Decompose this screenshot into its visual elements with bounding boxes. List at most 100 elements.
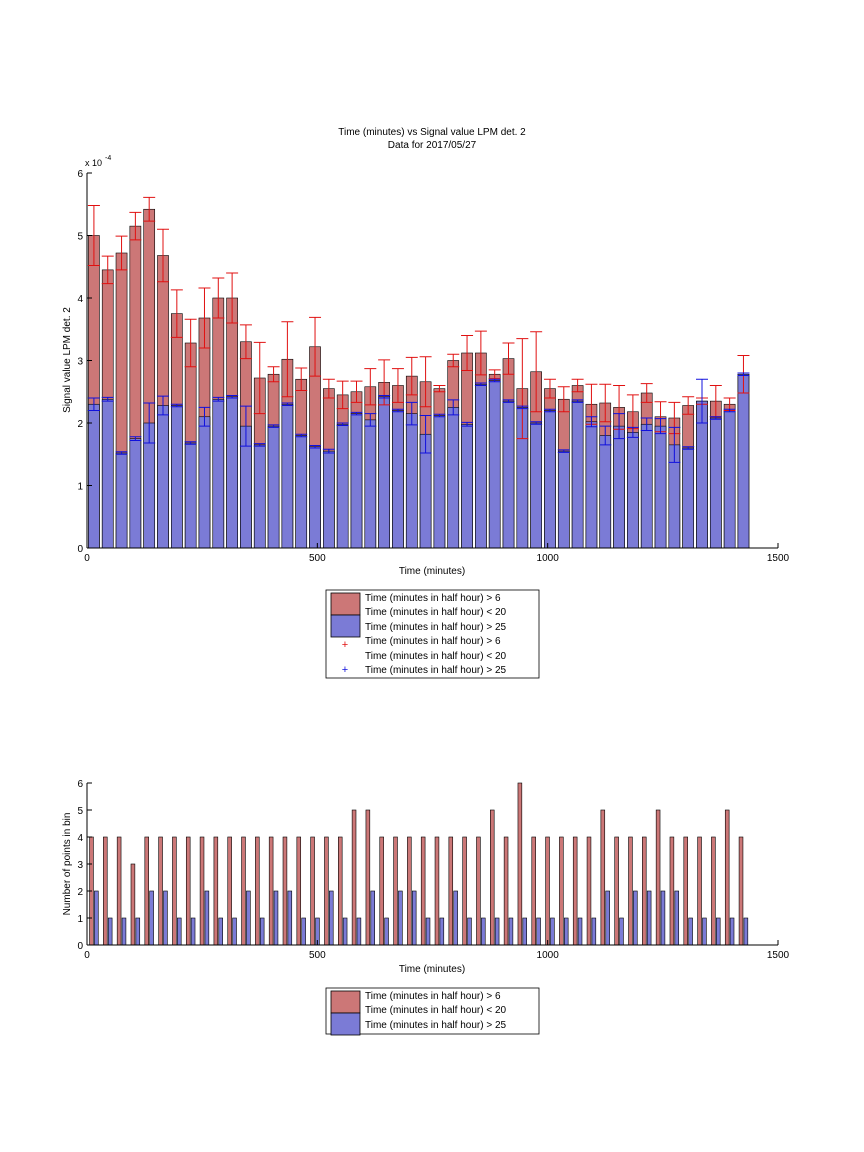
- signal-bar-blue: [378, 396, 390, 549]
- signal-bar-blue: [364, 419, 377, 549]
- signal-bar-blue: [281, 403, 294, 549]
- count-bar-red: [338, 836, 343, 946]
- count-bar-blue: [619, 917, 624, 946]
- signal-bar-blue: [599, 435, 612, 549]
- count-bar-blue: [301, 917, 306, 946]
- count-bar-blue: [481, 917, 486, 946]
- signal-bar-blue: [405, 413, 418, 549]
- count-bar-blue: [536, 917, 541, 946]
- count-bar-red: [351, 809, 357, 946]
- signal-bar-blue: [571, 400, 584, 549]
- count-bar-blue: [384, 917, 389, 946]
- count-bar-red: [420, 836, 426, 946]
- count-bar-red: [531, 836, 536, 946]
- count-bar-blue: [94, 890, 99, 946]
- signal-bar-blue: [295, 435, 308, 549]
- legend-label: Time (minutes in half hour) > 25: [365, 622, 507, 633]
- legend-label: Time (minutes in half hour) > 6: [365, 593, 501, 604]
- count-chart-y-tick-label: 6: [77, 779, 83, 790]
- count-bar-blue: [329, 890, 334, 946]
- signal-chart-red-errorbars: [87, 196, 750, 440]
- signal-bar-blue: [723, 410, 736, 549]
- legend-label: Time (minutes in half hour) < 20: [365, 651, 507, 662]
- count-bar-red: [711, 836, 716, 946]
- count-bar-blue: [246, 890, 251, 946]
- count-bar-red: [434, 836, 440, 946]
- count-bar-red: [503, 836, 509, 946]
- count-bar-blue: [591, 917, 597, 946]
- count-bar-red: [158, 836, 163, 946]
- signal-chart: Time (minutes) vs Signal value LPM det. …: [62, 127, 790, 577]
- count-chart-x-tick-label: 500: [309, 950, 326, 961]
- count-bar-red: [614, 836, 619, 946]
- count-bar-red: [103, 836, 108, 946]
- count-bar-red: [227, 836, 232, 946]
- count-bar-blue: [743, 917, 749, 946]
- count-chart-y-tick-label: 3: [77, 860, 83, 871]
- signal-chart-y-exponent-base: x 10: [85, 158, 102, 168]
- count-bar-blue: [605, 890, 610, 946]
- signal-bar-blue: [433, 415, 446, 549]
- legend-blue-swatch: [330, 614, 361, 638]
- signal-bar-blue: [392, 410, 404, 549]
- count-bar-red: [448, 836, 454, 946]
- signal-bar-blue: [336, 423, 349, 549]
- count-bar-red: [282, 836, 288, 946]
- count-bar-red: [600, 809, 606, 946]
- signal-chart-y-tick-label: 3: [77, 357, 83, 368]
- count-chart-x-tick-label: 0: [84, 950, 90, 961]
- signal-bar-blue: [654, 425, 667, 549]
- signal-bar-blue: [488, 380, 501, 549]
- count-chart-x-tick-label: 1500: [767, 950, 790, 961]
- count-bar-red: [213, 836, 219, 946]
- legend-red-swatch: [330, 990, 361, 1014]
- count-bar-red: [545, 836, 550, 946]
- signal-chart-legend: + + Time (minutes in half hour) > 6 Time…: [325, 589, 540, 679]
- count-bar-blue: [190, 917, 196, 946]
- signal-chart-title: Time (minutes) vs Signal value LPM det. …: [338, 127, 526, 138]
- count-bar-red: [642, 836, 647, 946]
- signal-chart-blue-bars: [88, 373, 750, 549]
- signal-bar-blue: [226, 396, 238, 549]
- count-bar-red: [324, 836, 329, 946]
- count-chart: 0 500 1000 1500 0 1 2 3 4 5 6 Time (minutes) Numbe…: [62, 779, 790, 975]
- count-bar-red: [393, 836, 398, 946]
- signal-bar-blue: [115, 452, 128, 549]
- count-chart-y-tick-label: 4: [77, 833, 83, 844]
- signal-chart-y-tick-label: 1: [77, 482, 83, 493]
- count-chart-x-tick-label: 1000: [537, 950, 560, 961]
- count-bar-red: [517, 782, 523, 946]
- legend-blue-swatch: [330, 1012, 361, 1036]
- count-bar-red: [407, 836, 412, 946]
- signal-bar-blue: [475, 383, 487, 549]
- signal-bar-blue: [557, 450, 570, 549]
- count-chart-y-tick-label: 1: [77, 914, 83, 925]
- count-bar-blue: [633, 890, 638, 946]
- count-chart-y-tick-label: 5: [77, 806, 83, 817]
- legend-label: Time (minutes in half hour) > 25: [365, 665, 507, 676]
- count-bar-red: [144, 836, 149, 946]
- count-chart-blue-bars: [94, 890, 749, 946]
- count-bar-blue: [370, 890, 375, 946]
- signal-chart-x-tick-label: 1000: [537, 553, 560, 564]
- signal-chart-x-tick-label: 1500: [767, 553, 790, 564]
- count-bar-red: [296, 836, 302, 946]
- count-bar-red: [655, 809, 661, 946]
- count-bar-red: [559, 836, 564, 946]
- signal-bar-blue: [709, 417, 722, 549]
- count-bar-blue: [494, 917, 500, 946]
- signal-bar-blue: [640, 423, 653, 549]
- signal-bar-blue: [309, 446, 321, 549]
- count-bar-red: [683, 836, 688, 946]
- signal-chart-subtitle: Data for 2017/05/27: [388, 140, 477, 151]
- signal-chart-x-tick-label: 500: [309, 553, 326, 564]
- count-bar-blue: [453, 890, 458, 946]
- count-bar-red: [365, 809, 371, 946]
- signal-bar-blue: [585, 421, 598, 549]
- count-chart-axes: 0 500 1000 1500 0 1 2 3 4 5 6: [77, 779, 789, 961]
- count-bar-blue: [563, 917, 569, 946]
- count-bar-blue: [467, 917, 472, 946]
- count-bar-blue: [204, 890, 210, 946]
- count-bar-blue: [646, 890, 652, 946]
